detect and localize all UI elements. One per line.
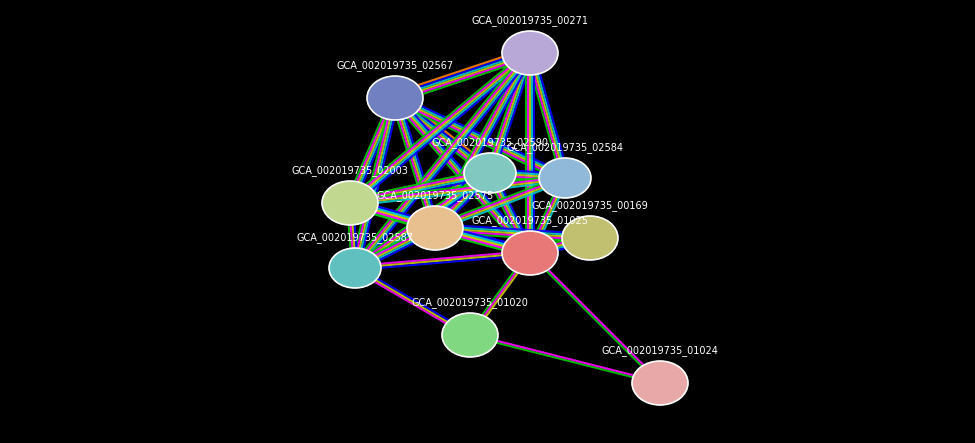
Text: GCA_002019735_01024: GCA_002019735_01024: [602, 345, 719, 356]
Ellipse shape: [322, 181, 378, 225]
Text: GCA_002019735_01020: GCA_002019735_01020: [411, 297, 528, 308]
Text: GCA_002019735_02575: GCA_002019735_02575: [376, 190, 493, 201]
Ellipse shape: [442, 313, 498, 357]
Text: GCA_002019735_00271: GCA_002019735_00271: [472, 15, 589, 26]
Text: GCA_002019735_02584: GCA_002019735_02584: [506, 142, 623, 153]
Ellipse shape: [562, 216, 618, 260]
Ellipse shape: [502, 231, 558, 275]
Text: GCA_002019735_02587: GCA_002019735_02587: [296, 232, 413, 243]
Ellipse shape: [539, 158, 591, 198]
Text: GCA_002019735_01025: GCA_002019735_01025: [472, 215, 589, 226]
Ellipse shape: [464, 153, 516, 193]
Ellipse shape: [632, 361, 688, 405]
Ellipse shape: [407, 206, 463, 250]
Text: GCA_002019735_02003: GCA_002019735_02003: [292, 165, 409, 176]
Text: GCA_002019735_02590: GCA_002019735_02590: [432, 137, 549, 148]
Ellipse shape: [367, 76, 423, 120]
Ellipse shape: [329, 248, 381, 288]
Ellipse shape: [502, 31, 558, 75]
Text: GCA_002019735_00169: GCA_002019735_00169: [531, 200, 648, 211]
Text: GCA_002019735_02567: GCA_002019735_02567: [336, 60, 453, 71]
